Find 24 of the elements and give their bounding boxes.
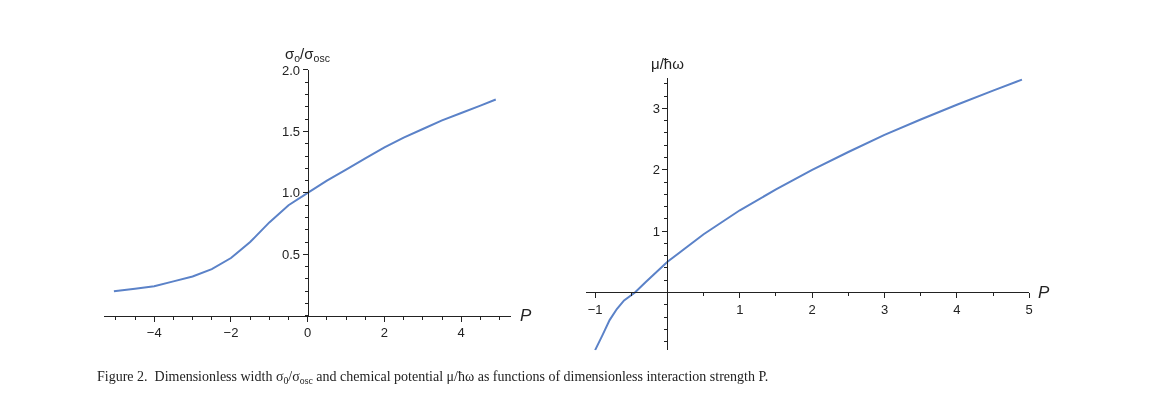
- y-tick-label: 0.5: [282, 246, 301, 262]
- y-tick-label: 1: [652, 223, 660, 239]
- y-tick-label: 1.5: [282, 123, 301, 139]
- x-axis-title: P: [520, 306, 532, 325]
- y-tick-label: 3: [652, 100, 660, 116]
- x-tick-label: 1: [736, 302, 744, 318]
- y-tick-label: 2.0: [282, 62, 301, 78]
- x-axis-title: P: [1038, 283, 1050, 302]
- y-tick-label: 1.0: [282, 185, 301, 201]
- y-tick-label: 2: [652, 162, 660, 178]
- x-tick-label: 2: [380, 325, 389, 341]
- x-tick-label: −4: [146, 325, 162, 341]
- x-tick-label: 2: [808, 302, 816, 318]
- x-tick-label: −1: [587, 302, 603, 318]
- caption: Figure 2. Dimensionless width σ$_{0}$/σ$_{osc}$ and chemical potential μ/ħω as functions of dimensionless interaction strength P.: [97, 369, 769, 386]
- line-series: [112, 98, 497, 293]
- y-axis-title: σ$_{o}$/σ$_{osc}$: [285, 45, 330, 65]
- x-tick-label: 5: [1025, 302, 1033, 318]
- x-tick-label: 4: [953, 302, 961, 318]
- x-tick-label: 3: [880, 302, 889, 318]
- x-tick-label: −2: [223, 325, 239, 341]
- x-tick-label: 0: [304, 325, 312, 341]
- y-axis-title: μ/ħω: [651, 55, 685, 72]
- x-tick-label: 4: [457, 325, 465, 341]
